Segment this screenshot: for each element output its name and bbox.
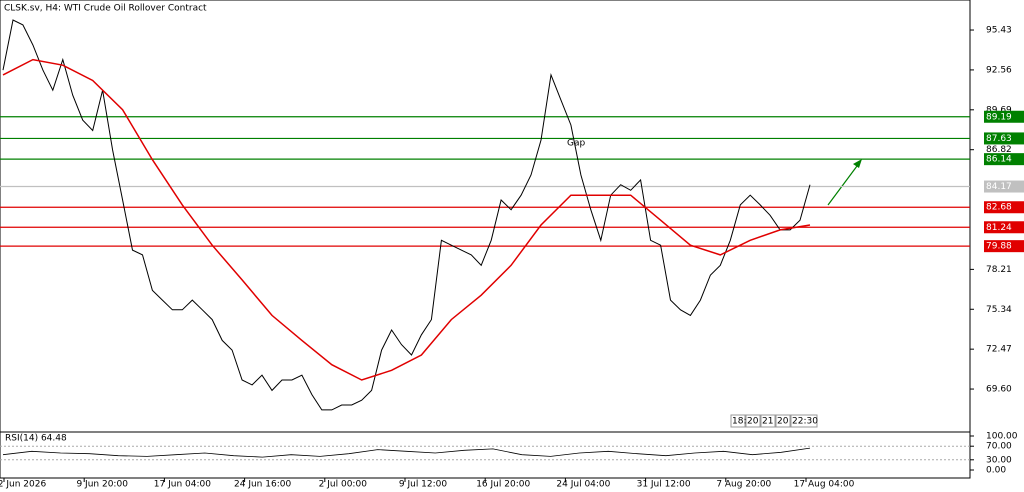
level-label: 89.19	[986, 112, 1012, 122]
level-label: 81.24	[986, 223, 1012, 233]
time-marker: 22:30	[792, 417, 818, 427]
level-label: 82.68	[986, 203, 1012, 213]
annotation: Gap	[567, 139, 585, 149]
time-marker-box	[760, 414, 776, 428]
level-label-box	[984, 180, 1024, 193]
time-marker-box	[745, 414, 761, 428]
time-marker-box	[730, 414, 746, 428]
series-line	[2, 19, 811, 411]
plot-frame	[0, 0, 971, 479]
time-marker-box	[775, 414, 791, 428]
rsi-title: RSI(14) 64.48	[5, 434, 67, 444]
level-label: 87.63	[986, 134, 1012, 144]
level-label-box	[984, 132, 1024, 145]
x-tick-label: 9 Jun 20:00	[76, 480, 128, 490]
x-tick-label: 24 Jul 04:00	[556, 480, 610, 490]
y-tick-label: 75.34	[986, 305, 1012, 315]
level-label-box	[984, 221, 1024, 234]
y-tick-label: 72.47	[986, 345, 1012, 355]
rsi-tick-label: 30.00	[986, 455, 1012, 465]
time-marker: 21	[762, 417, 773, 427]
level-label-box	[984, 201, 1024, 214]
level-label: 79.88	[986, 242, 1012, 252]
level-label-box	[984, 110, 1024, 123]
x-tick-label: 7 Aug 20:00	[716, 480, 771, 490]
x-tick-label: 17 Aug 04:00	[794, 480, 855, 490]
arrow	[827, 161, 861, 206]
level-label-box	[984, 153, 1024, 166]
x-tick-label: 2 Jun 2026	[0, 480, 46, 490]
series-line	[2, 58, 811, 381]
y-tick-label: 95.43	[986, 26, 1012, 36]
time-marker: 20	[747, 417, 759, 427]
x-tick-label: 31 Jul 12:00	[637, 480, 691, 490]
rsi-tick-label: 100.00	[986, 432, 1018, 442]
x-tick-label: 9 Jul 12:00	[399, 480, 448, 490]
rsi-line	[2, 447, 811, 458]
x-tick-label: 17 Jun 04:00	[154, 480, 211, 490]
level-label: 86.14	[986, 155, 1012, 165]
y-tick-label: 89.69	[986, 105, 1012, 115]
x-tick-label: 2 Jul 00:00	[319, 480, 368, 490]
x-tick-label: 16 Jul 20:00	[476, 480, 530, 490]
y-tick-label: 69.60	[986, 385, 1012, 395]
y-tick-label: 86.82	[986, 145, 1012, 155]
time-marker-box	[790, 414, 818, 428]
chart-title: CLSK.sv, H4: WTI Crude Oil Rollover Cont…	[4, 4, 207, 14]
rsi-tick-label: 0.00	[986, 466, 1006, 476]
y-tick-label: 78.21	[986, 265, 1012, 275]
level-label-box	[984, 240, 1024, 253]
time-marker: 20	[777, 417, 789, 427]
x-tick-label: 24 Jun 16:00	[234, 480, 291, 490]
time-marker: 18:	[732, 417, 746, 427]
rsi-tick-label: 70.00	[986, 442, 1012, 452]
arrow-head	[853, 159, 862, 168]
level-label: 84.17	[986, 182, 1012, 192]
y-tick-label: 92.56	[986, 65, 1012, 75]
